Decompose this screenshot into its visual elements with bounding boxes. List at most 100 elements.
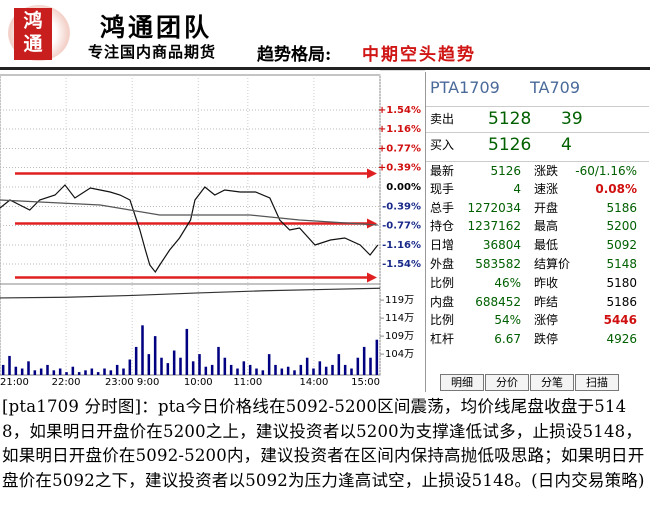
quote-row: 卖出 5128 39: [426, 106, 649, 131]
volume-bar: [179, 357, 182, 375]
volume-bar: [210, 364, 214, 375]
reference-arrow: [367, 272, 377, 283]
quote-label: 涨跌: [534, 164, 559, 178]
quote-value: -60/1.16%: [575, 164, 637, 178]
quote-label: 比例: [430, 313, 455, 328]
open-interest-line: [0, 287, 381, 299]
quote-row: 最新 5126 涨跌 -60/1.16%: [426, 161, 649, 181]
quote-price: 5128: [488, 109, 532, 129]
volume-bar: [77, 372, 81, 375]
volume-bar: [204, 366, 208, 375]
volume-bar: [52, 370, 56, 375]
quote-value: 5186: [606, 200, 637, 215]
volume-bar: [255, 368, 258, 375]
x-tick-label: 23:00 9:00: [105, 377, 159, 388]
reference-arrow: [367, 218, 377, 229]
tab[interactable]: 分笔: [530, 374, 574, 391]
y-tick-label: +0.39%: [378, 163, 421, 174]
quote-value: 5092: [606, 238, 637, 253]
quote-value: 5446: [603, 313, 637, 328]
y-tick-label: -0.39%: [382, 202, 421, 213]
quote-label: 昨收: [534, 275, 559, 290]
divider: [0, 67, 650, 70]
volume-bar: [8, 355, 11, 375]
quote-value: 46%: [494, 275, 521, 290]
x-tick-label: 22:00: [52, 377, 81, 388]
volume-bar: [141, 325, 144, 375]
volume-bar: [33, 370, 37, 375]
volume-bar: [115, 364, 119, 375]
quote-value: 583582: [475, 257, 521, 271]
volume-bar: [58, 368, 62, 375]
y-tick-label: 0.00%: [386, 182, 421, 193]
quote-row: 现手 4 速涨 0.08%: [426, 180, 649, 199]
volume-bar: [267, 354, 271, 375]
volume-bar: [350, 368, 353, 375]
trend: 中期空头趋势: [362, 45, 476, 65]
volume-bar: [160, 357, 163, 375]
volume-bar: [166, 363, 170, 375]
volume-bar: [280, 368, 284, 375]
logo-char: 通: [23, 33, 43, 55]
quote-label: 日增: [430, 238, 455, 253]
quote-label: 杠杆: [430, 332, 455, 347]
volume-bar: [217, 346, 220, 375]
x-tick-label: 21:00: [0, 377, 29, 388]
volume-bar: [369, 357, 372, 375]
volume-bar: [122, 368, 125, 375]
quote-price: 5126: [488, 135, 532, 155]
quote-title: PTA1709: [430, 78, 500, 97]
quote-row: 买入 5126 4: [426, 132, 649, 157]
volume-bar: [153, 336, 157, 375]
quote-label: 内盘: [430, 294, 455, 309]
caption: [pta1709 分时图]：pta今日价格线在5092-5200区间震荡，均价线…: [2, 397, 645, 490]
tab[interactable]: 扫描: [575, 374, 619, 391]
volume-bar: [14, 366, 18, 375]
quote-title: TA709: [530, 78, 581, 97]
y-tick-label: 109万: [385, 331, 414, 342]
quote-label: 速涨: [534, 181, 559, 196]
volume-bar: [356, 357, 360, 375]
quote-value: 54%: [494, 313, 521, 328]
volume-bar: [27, 361, 30, 375]
tab[interactable]: 明细: [440, 374, 484, 391]
quote-value: 1272034: [467, 200, 521, 215]
quote-label: 结算价: [534, 257, 571, 271]
tab[interactable]: 分价: [485, 374, 529, 391]
volume-bar: [274, 364, 277, 375]
quote-label: 最新: [430, 164, 455, 178]
volume-bar: [109, 370, 113, 375]
quote-row: 内盘 688452 昨结 5186: [426, 293, 649, 312]
logo: 鸿通: [14, 8, 52, 60]
volume-bar: [223, 357, 227, 375]
quote-label: 比例: [430, 275, 455, 290]
quote-label: 外盘: [430, 257, 455, 271]
quote-value: 36804: [482, 238, 521, 253]
y-tick-label: -0.77%: [382, 221, 421, 232]
x-tick-label: 11:00: [233, 377, 262, 388]
quote-label: 开盘: [534, 200, 559, 215]
volume-bar: [134, 346, 138, 375]
quote-value: 5148: [606, 257, 637, 271]
volume-bar: [305, 357, 309, 375]
volume-bar: [128, 359, 132, 375]
volume-bar: [172, 350, 176, 375]
volume-bar: [96, 372, 100, 375]
volume-bar: [90, 368, 94, 375]
quote-value: 4: [513, 181, 521, 196]
quote-value: 6.67: [494, 332, 521, 347]
quote-row: 杠杆 6.67 跌停 4926: [426, 330, 649, 349]
brand: 鸿通团队: [100, 13, 213, 42]
volume-bar: [20, 368, 24, 375]
quote-value: 5200: [606, 219, 637, 234]
volume-bar: [375, 339, 379, 375]
x-tick-label: 15:00: [351, 377, 380, 388]
price-line: [0, 199, 378, 226]
quote-row: 总手 1272034 开盘 5186: [426, 199, 649, 218]
quote-panel: PTA1709 TA709 卖出 5128 39 买入 5126 4 最新 5126 涨跌 -60/1…: [425, 72, 649, 392]
volume-bar: [331, 364, 334, 375]
y-tick-label: +1.16%: [378, 124, 421, 135]
quote-value: 0.08%: [595, 181, 637, 196]
quote-label: 昨结: [534, 294, 559, 309]
